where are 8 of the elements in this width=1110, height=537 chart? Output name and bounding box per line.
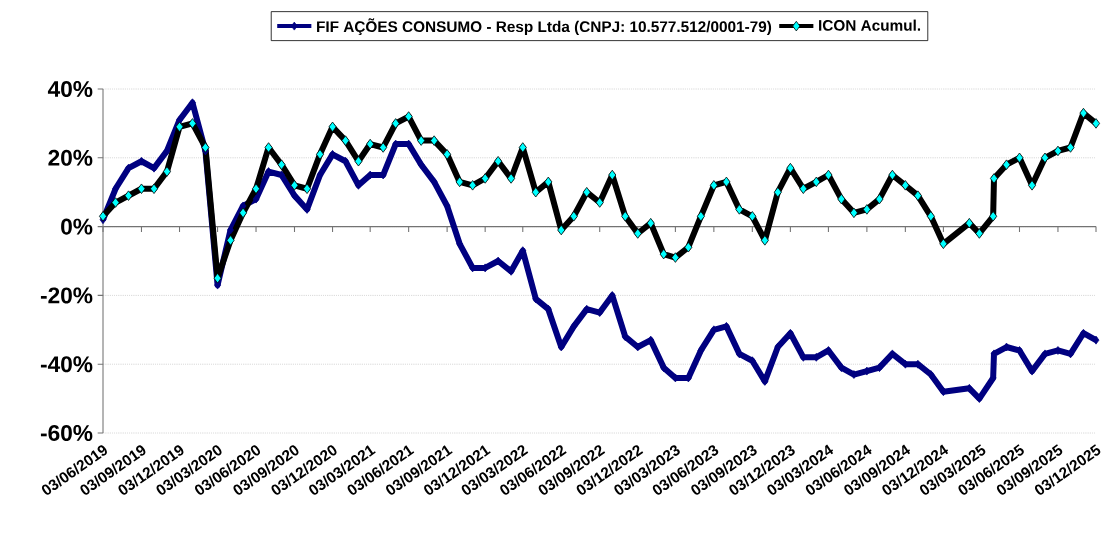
y-tick-label: -40% — [40, 356, 93, 373]
legend-label: FIF AÇÕES CONSUMO - Resp Ltda (CNPJ: 10.577.512/0001-79) — [317, 18, 772, 36]
legend-label: ICON Acumul. — [819, 19, 921, 31]
y-tick-label: 40% — [47, 80, 93, 98]
y-tick-label: -20% — [40, 287, 93, 304]
y-tick-label: 20% — [48, 149, 93, 166]
y-tick-label: 0% — [61, 218, 93, 235]
y-tick-label: -60% — [40, 424, 93, 442]
